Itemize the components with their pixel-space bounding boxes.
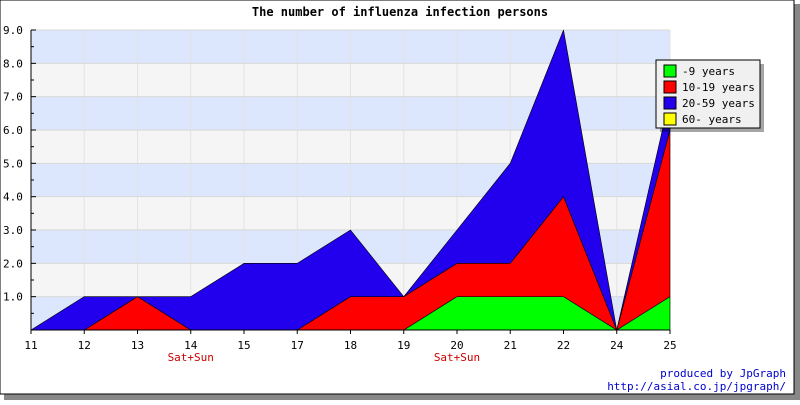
credit-line-1: produced by JpGraph: [660, 367, 786, 380]
legend-label: 20-59 years: [682, 97, 755, 110]
legend-swatch: [663, 96, 677, 110]
x-tick-label: 21: [504, 339, 517, 352]
legend-label: -9 years: [682, 65, 735, 78]
x-tick-label: 18: [344, 339, 357, 352]
y-tick-label: 5.0: [3, 157, 23, 170]
x-sublabel: Sat+Sun: [168, 351, 214, 364]
axes: [30, 29, 671, 334]
credit-line-2: http://asial.co.jp/jpgraph/: [607, 380, 786, 393]
x-tick-label: 15: [237, 339, 250, 352]
y-tick-label: 3.0: [3, 224, 23, 237]
y-tick-label: 6.0: [3, 124, 23, 137]
y-tick-label: 2.0: [3, 257, 23, 270]
legend: -9 years 10-19 years 20-59 years 60- years: [655, 59, 764, 132]
y-tick-label: 7.0: [3, 91, 23, 104]
y-tick-labels: 1.0 2.0 3.0 4.0 5.0 6.0 7.0 8.0 9.0: [3, 24, 23, 304]
y-tick-label: 8.0: [3, 57, 23, 70]
legend-label: 10-19 years: [682, 81, 755, 94]
legend-swatch: [663, 80, 677, 94]
x-tick-label: 22: [557, 339, 570, 352]
legend-swatch: [663, 64, 677, 78]
y-tick-label: 9.0: [3, 24, 23, 37]
legend-items: -9 years 10-19 years 20-59 years 60- years: [663, 64, 755, 126]
y-tick-label: 1.0: [3, 291, 23, 304]
x-tick-label: 13: [131, 339, 144, 352]
legend-swatch: [663, 112, 677, 126]
y-tick-label: 4.0: [3, 191, 23, 204]
x-tick-label: 12: [78, 339, 91, 352]
x-sublabel: Sat+Sun: [434, 351, 480, 364]
x-tick-label: 20: [450, 339, 463, 352]
x-tick-label: 14: [184, 339, 198, 352]
legend-label: 60- years: [682, 113, 742, 126]
x-tick-label: 19: [397, 339, 410, 352]
chart-title: The number of influenza infection person…: [252, 5, 548, 19]
x-tick-label: 11: [24, 339, 37, 352]
x-tick-label: 24: [610, 339, 624, 352]
x-tick-label: 17: [291, 339, 304, 352]
x-tick-label: 25: [663, 339, 676, 352]
